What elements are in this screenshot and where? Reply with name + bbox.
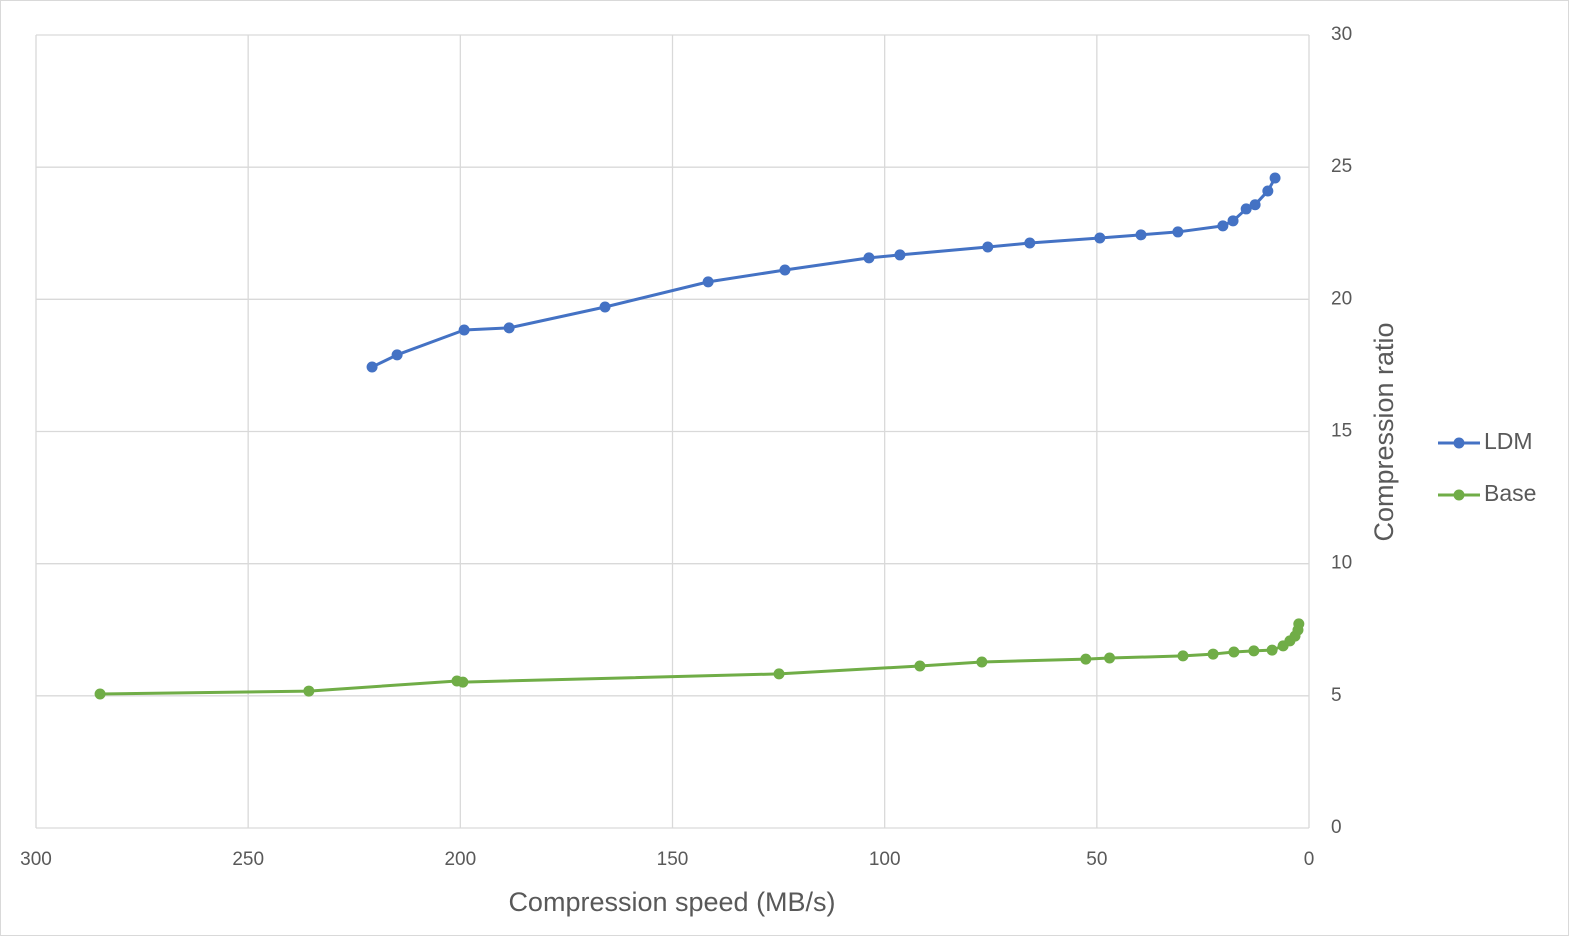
marker [894,249,906,261]
x-tick-label: 200 [444,849,476,870]
marker [1266,644,1278,656]
marker [1248,645,1260,657]
marker [702,276,714,288]
y-tick-label: 30 [1331,24,1352,45]
legend-label: LDM [1484,428,1533,454]
marker [1135,229,1147,241]
marker [1172,226,1184,238]
marker [599,301,611,313]
marker [391,349,403,361]
marker [1240,203,1252,215]
marker [1104,652,1116,664]
marker [1207,648,1219,660]
marker [94,688,106,700]
x-tick-label: 250 [232,849,264,870]
marker [982,241,994,253]
marker [1217,220,1229,232]
marker [503,322,515,334]
marker [458,324,470,336]
marker [1177,650,1189,662]
legend-marker [1453,489,1465,501]
y-tick-label: 5 [1331,685,1342,706]
marker [457,676,469,688]
y-tick-label: 15 [1331,421,1352,442]
marker [303,685,315,697]
marker [779,264,791,276]
y-axis-title: Compression ratio [1369,322,1399,541]
marker [863,252,875,264]
y-tick-label: 25 [1331,156,1352,177]
marker [1249,199,1261,211]
marker [366,361,378,373]
x-tick-label: 150 [657,849,689,870]
marker [1227,215,1239,227]
legend-label: Base [1484,480,1536,506]
marker [1269,172,1281,184]
x-axis-title: Compression speed (MB/s) [508,887,835,917]
x-tick-label: 300 [20,849,52,870]
y-tick-label: 10 [1331,553,1352,574]
marker [1228,646,1240,658]
y-tick-label: 20 [1331,288,1352,309]
legend-marker [1453,437,1465,449]
x-tick-label: 100 [869,849,901,870]
marker [1080,653,1092,665]
marker [1094,232,1106,244]
marker [1024,237,1036,249]
x-tick-label: 50 [1086,849,1107,870]
marker [773,668,785,680]
y-tick-label: 0 [1331,817,1342,838]
marker [976,656,988,668]
marker [914,660,926,672]
marker [1262,185,1274,197]
marker [1293,618,1305,630]
x-tick-label: 0 [1304,849,1315,870]
